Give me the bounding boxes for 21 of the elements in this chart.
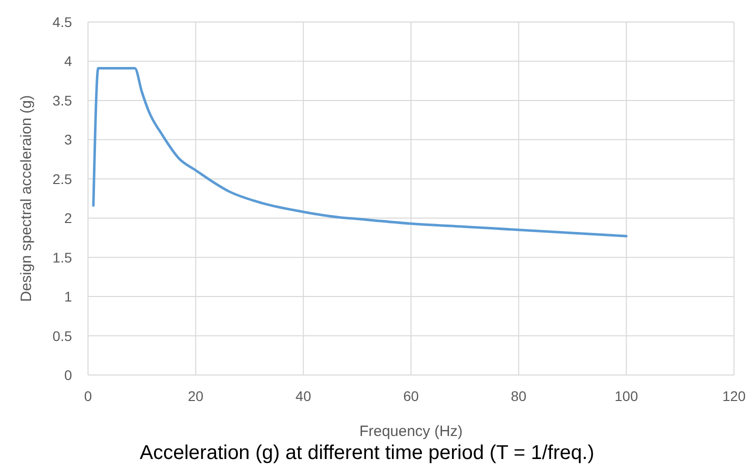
- y-tick-label: 4: [64, 53, 72, 70]
- line-series: [92, 67, 628, 238]
- x-tick-label: 100: [614, 388, 638, 404]
- x-tick-label: 0: [84, 388, 92, 404]
- x-tick-label: 40: [296, 388, 312, 404]
- y-tick-label: 1: [64, 288, 72, 305]
- y-axis-title: Design spectral acceleraion (g): [18, 95, 35, 302]
- y-tick-label: 1.5: [52, 249, 72, 266]
- y-tick-label: 0.5: [52, 328, 72, 344]
- y-tick-label: 3.5: [52, 92, 72, 108]
- y-tick-label: 2.5: [52, 170, 72, 187]
- y-tick-label: 0: [64, 367, 72, 383]
- y-tick-label: 2: [64, 210, 72, 226]
- text: Acceleration (g) at different time period (T = 1/freq.): [140, 442, 594, 464]
- x-tick-label: 120: [722, 388, 746, 404]
- x-tick-label: 80: [510, 388, 527, 404]
- y-tick-label: 4.5: [52, 14, 72, 30]
- x-axis-title: Frequency (Hz): [359, 423, 463, 440]
- x-tick-label: 20: [188, 388, 204, 404]
- y-tick-label: 3: [64, 132, 72, 148]
- x-tick-label: 60: [403, 388, 419, 404]
